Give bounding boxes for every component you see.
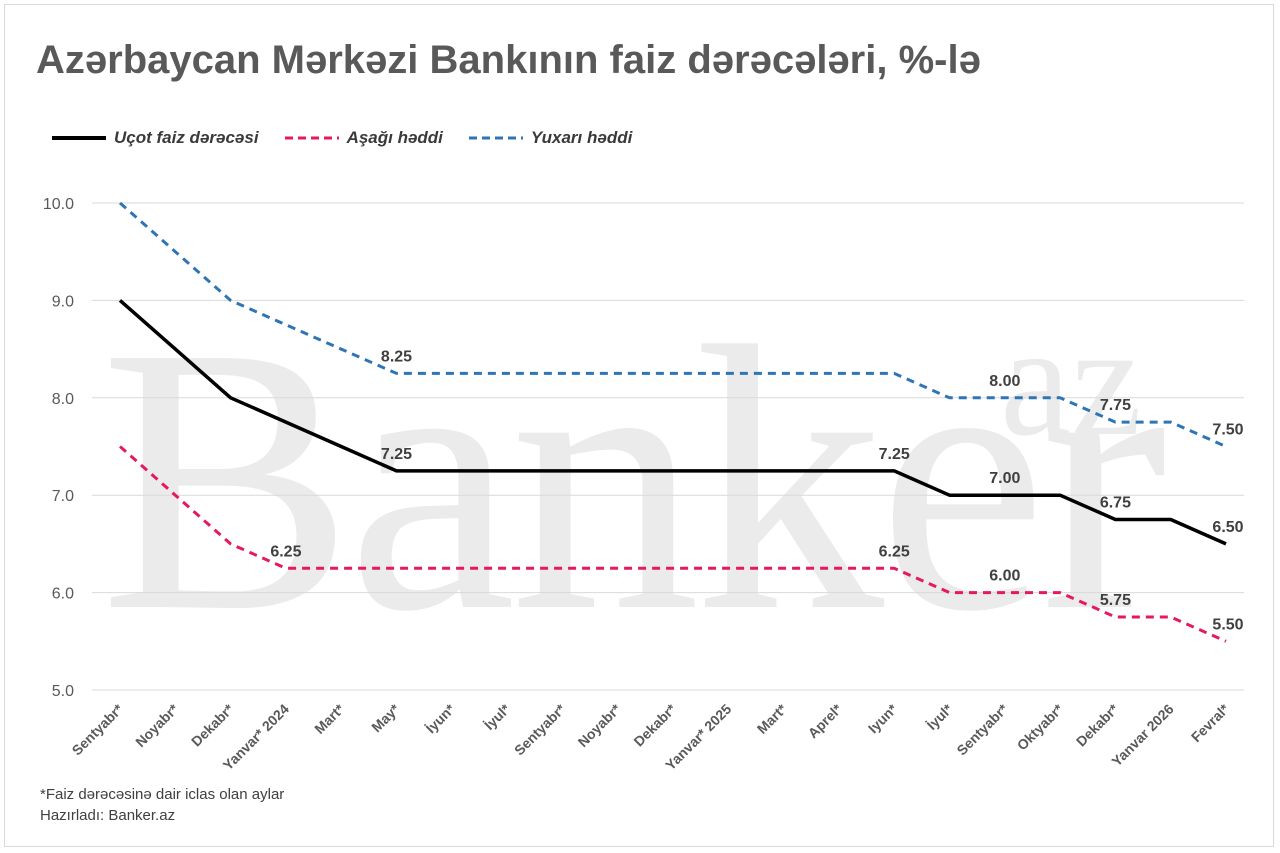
data-label: 8.00 bbox=[989, 373, 1020, 390]
x-tick-label: Aprel* bbox=[805, 700, 846, 741]
legend-swatch-policy-rate bbox=[52, 136, 106, 140]
x-tick-label: Dekabr* bbox=[630, 700, 679, 749]
legend-label-lower-bound: Aşağı həddi bbox=[346, 128, 443, 147]
data-label: 6.25 bbox=[270, 543, 301, 560]
legend-swatch-upper-bound bbox=[468, 136, 523, 140]
y-tick-label: 5.0 bbox=[52, 683, 74, 700]
series-line-1 bbox=[119, 445, 1227, 643]
legend-item-lower-bound: Aşağı həddi bbox=[283, 128, 443, 148]
data-label: 6.25 bbox=[879, 543, 910, 560]
x-tick-label: İyul* bbox=[923, 700, 956, 733]
series-line-0 bbox=[118, 299, 1227, 546]
x-tick-label: Mart* bbox=[311, 700, 347, 736]
data-label: 7.00 bbox=[989, 470, 1020, 487]
y-tick-label: 8.0 bbox=[52, 391, 74, 408]
data-label: 7.50 bbox=[1212, 422, 1243, 439]
x-tick-label: Dekabr* bbox=[1073, 700, 1122, 749]
data-label: 7.25 bbox=[879, 446, 910, 463]
y-tick-label: 9.0 bbox=[52, 293, 74, 310]
x-tick-label: Noyabr* bbox=[575, 700, 625, 750]
chart-frame bbox=[4, 4, 1274, 847]
x-tick-label: Noyabr* bbox=[132, 700, 182, 750]
data-label: 7.25 bbox=[381, 446, 412, 463]
data-label: 6.00 bbox=[989, 568, 1020, 585]
footnote: *Faiz dərəcəsinə dair iclas olan aylar bbox=[40, 786, 285, 803]
source-credit: Hazırladı: Banker.az bbox=[40, 807, 176, 824]
x-tick-label: İyun* bbox=[422, 700, 458, 736]
legend-item-policy-rate: Uçot faiz dərəcəsi bbox=[50, 128, 259, 148]
data-label: 6.50 bbox=[1212, 519, 1243, 536]
legend-swatch-lower-bound bbox=[284, 136, 339, 140]
x-tick-label: Sentyabr* bbox=[511, 700, 569, 758]
data-label: 5.75 bbox=[1100, 592, 1131, 609]
series-line-2 bbox=[119, 201, 1227, 448]
watermark: Banker bbox=[100, 269, 1167, 690]
x-tick-label: Mart* bbox=[754, 700, 790, 736]
x-tick-label: Sentyabr* bbox=[69, 700, 127, 758]
x-tick-label: May* bbox=[368, 700, 403, 735]
y-tick-label: 10.0 bbox=[43, 196, 74, 213]
x-tick-label: Sentyabr* bbox=[953, 700, 1011, 758]
x-tick-label: Fevral* bbox=[1188, 700, 1233, 745]
y-tick-label: 6.0 bbox=[52, 586, 74, 603]
watermark-sup: az bbox=[1000, 291, 1143, 469]
data-label: 7.75 bbox=[1100, 397, 1131, 414]
x-tick-label: Iyun* bbox=[865, 700, 901, 736]
x-tick-label: Dekabr* bbox=[188, 700, 237, 749]
chart-title: Azərbaycan Mərkəzi Bankının faiz dərəcəl… bbox=[36, 38, 981, 82]
x-tick-label: Oktyabr* bbox=[1014, 700, 1067, 753]
legend-label-policy-rate: Uçot faiz dərəcəsi bbox=[114, 128, 259, 147]
x-tick-label: İyul* bbox=[481, 700, 514, 733]
legend: Uçot faiz dərəcəsi Aşağı həddi Yuxarı hə… bbox=[50, 128, 656, 148]
data-label: 5.50 bbox=[1212, 616, 1243, 633]
data-label: 8.25 bbox=[381, 348, 412, 365]
y-tick-label: 7.0 bbox=[52, 488, 74, 505]
legend-label-upper-bound: Yuxarı həddi bbox=[530, 128, 633, 147]
legend-item-upper-bound: Yuxarı həddi bbox=[467, 128, 632, 148]
data-label: 6.75 bbox=[1100, 495, 1131, 512]
